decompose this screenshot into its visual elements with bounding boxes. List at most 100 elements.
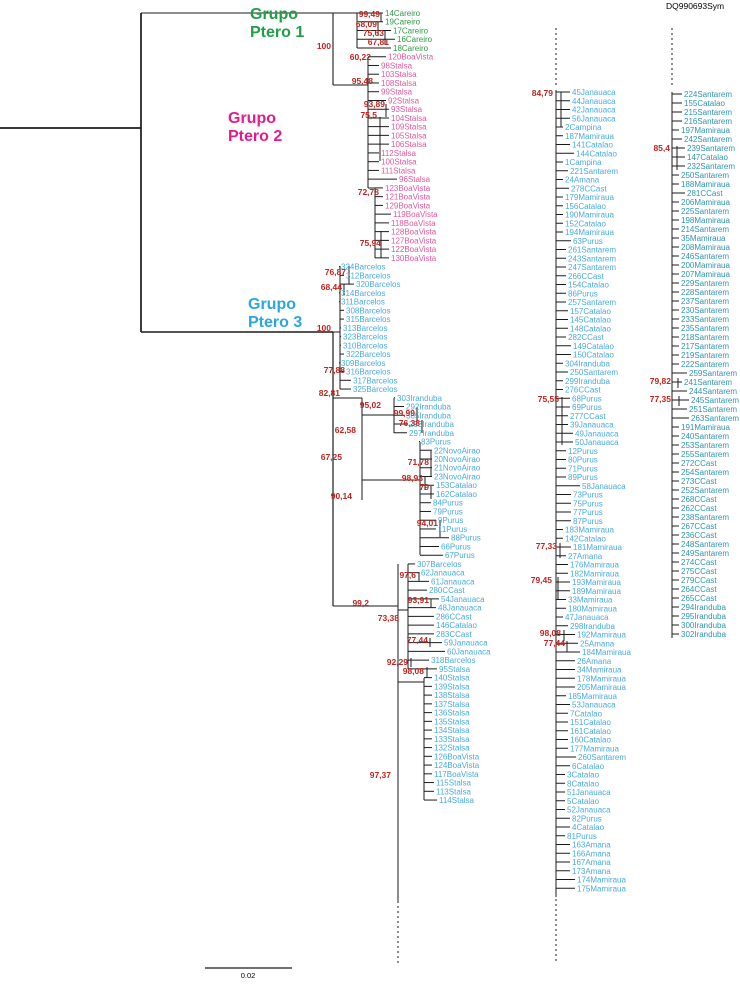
taxon-label: 49Janauaca [575,429,619,438]
bootstrap-value: 77,35 [650,394,672,404]
taxon-label: 224Santarem [684,90,732,99]
taxon-label: 190Mamiraua [565,211,614,220]
taxon-label: 316Barcelos [346,368,390,377]
taxon-label: 315Barcelos [346,315,390,324]
bootstrap-value: 75,94 [360,238,382,248]
taxon-label: 69Purus [572,403,602,412]
taxon-label: 100Stalsa [381,158,417,167]
taxon-label: 16Careiro [397,35,433,44]
bootstrap-value: 98,08 [403,666,425,676]
taxon-label: 20NovoAirao [434,455,481,464]
taxon-label: 117BoaVista [434,770,479,779]
bootstrap-value: 77,44 [544,638,566,648]
taxon-label: 278CCast [571,184,607,193]
taxon-label: 247Santarem [568,263,616,272]
taxon-label: 47Janauaca [565,613,609,622]
taxon-label: 54Janauaca [441,595,485,604]
scale-bar-label: 0.02 [240,971,256,980]
taxon-label: 45Janauaca [572,88,616,97]
bootstrap-value: 79 [420,482,430,492]
taxon-label: 323Barcelos [343,333,387,342]
taxon-label: 77Purus [573,508,603,517]
taxon-label: 304Iranduba [565,359,610,368]
taxon-label: 115Stalsa [436,779,472,788]
taxon-label: 83Purus [421,438,451,447]
taxon-label: 133Stalsa [434,735,470,744]
taxon-label: 50Janauaca [575,438,619,447]
taxon-label: 218Santarem [681,333,729,342]
taxon-label: 250Santarem [681,171,729,180]
taxon-label: 185Mamiraua [568,692,617,701]
taxon-label: 214Santarem [681,225,729,234]
taxon-label: 130BoaVista [391,254,437,263]
taxon-label: 275CCast [681,567,717,576]
taxon-label: 179Mamiraua [565,193,614,202]
group-title-ptero1: Grupo Ptero 1 [250,6,305,41]
taxon-label: 274CCast [681,558,717,567]
taxon-label: 92Stalsa [388,96,420,105]
taxon-label: 1Campina [565,158,602,167]
taxon-label: 206Mamiraua [681,198,730,207]
taxon-label: 121BoaVista [385,193,431,202]
taxon-label: 5Catalao [567,797,600,806]
taxon-label: 189Mamiraua [572,587,621,596]
bootstrap-value: 71,78 [408,457,430,467]
bootstrap-value: 75,5 [360,110,377,120]
bootstrap-value: 75,63 [363,28,385,38]
taxon-label: 308Barcelos [346,306,390,315]
taxon-labels: 14Careiro19Careiro17Careiro16Careiro18Ca… [339,9,739,893]
taxon-label: 140Stalsa [434,674,470,683]
taxon-label: 127BoaVista [391,236,437,245]
taxon-label: 82Purus [572,814,602,823]
taxon-label: 48Janauaca [438,604,482,613]
taxon-label: 312Barcelos [346,271,390,280]
taxon-label: 25Amana [580,639,615,648]
taxon-label: 192Mamiraua [577,631,626,640]
taxon-label: 96Stalsa [399,175,431,184]
taxon-label: 257Santarem [568,298,616,307]
bootstrap-value: 93,89 [364,99,386,109]
taxon-label: 80Purus [568,456,598,465]
taxon-label: 12Purus [568,447,598,456]
taxon-label: 219Santarem [681,351,729,360]
bootstrap-value: 93,91 [408,595,430,605]
taxon-label: 181Mamiraua [573,543,622,552]
bootstrap-values: 99,4968,0975,6367,8110060,2295,4893,8975… [317,9,671,780]
taxon-label: 87Purus [573,517,603,526]
taxon-label: 300Iranduba [681,621,726,630]
taxon-label: 244Santarem [689,387,737,396]
bootstrap-value: 77,88 [324,365,346,375]
taxon-label: 134Stalsa [434,726,470,735]
taxon-label: 4Catalao [572,823,605,832]
taxon-label: 314Barcelos [341,289,385,298]
bootstrap-value: 79,82 [650,376,672,386]
taxon-label: 252Santarem [681,486,729,495]
taxon-label: 137Stalsa [434,700,470,709]
taxon-label: 113Stalsa [436,787,472,796]
taxon-label: 24Amana [565,176,600,185]
taxon-label: 145Catalao [570,316,611,325]
taxon-label: 295Iranduba [681,612,726,621]
taxon-label: 294Iranduba [681,603,726,612]
taxon-label: 68Purus [572,394,602,403]
taxon-label: 7Catalao [570,709,603,718]
taxon-label: 272CCast [681,459,717,468]
taxon-label: 136Stalsa [434,709,470,718]
taxon-label: 21NovoAirao [434,464,481,473]
taxon-label: 182Mamiraua [570,569,619,578]
bootstrap-value: 92,29 [387,657,409,667]
taxon-label: 93Stalsa [391,105,423,114]
taxon-label: 17Careiro [393,26,429,35]
bootstrap-value: 76,87 [325,267,347,277]
taxon-label: 142Catalao [565,534,606,543]
taxon-label: 232Santarem [687,162,735,171]
taxon-label: 225Santarem [681,207,729,216]
taxon-label: 8Catalao [567,779,600,788]
taxon-label: 248Santarem [681,540,729,549]
taxon-label: 221Santarem [570,167,618,176]
taxon-label: 325Barcelos [353,385,397,394]
bootstrap-value: 75,55 [538,394,560,404]
taxon-label: 2Campina [565,123,602,132]
taxon-label: 75Purus [573,499,603,508]
